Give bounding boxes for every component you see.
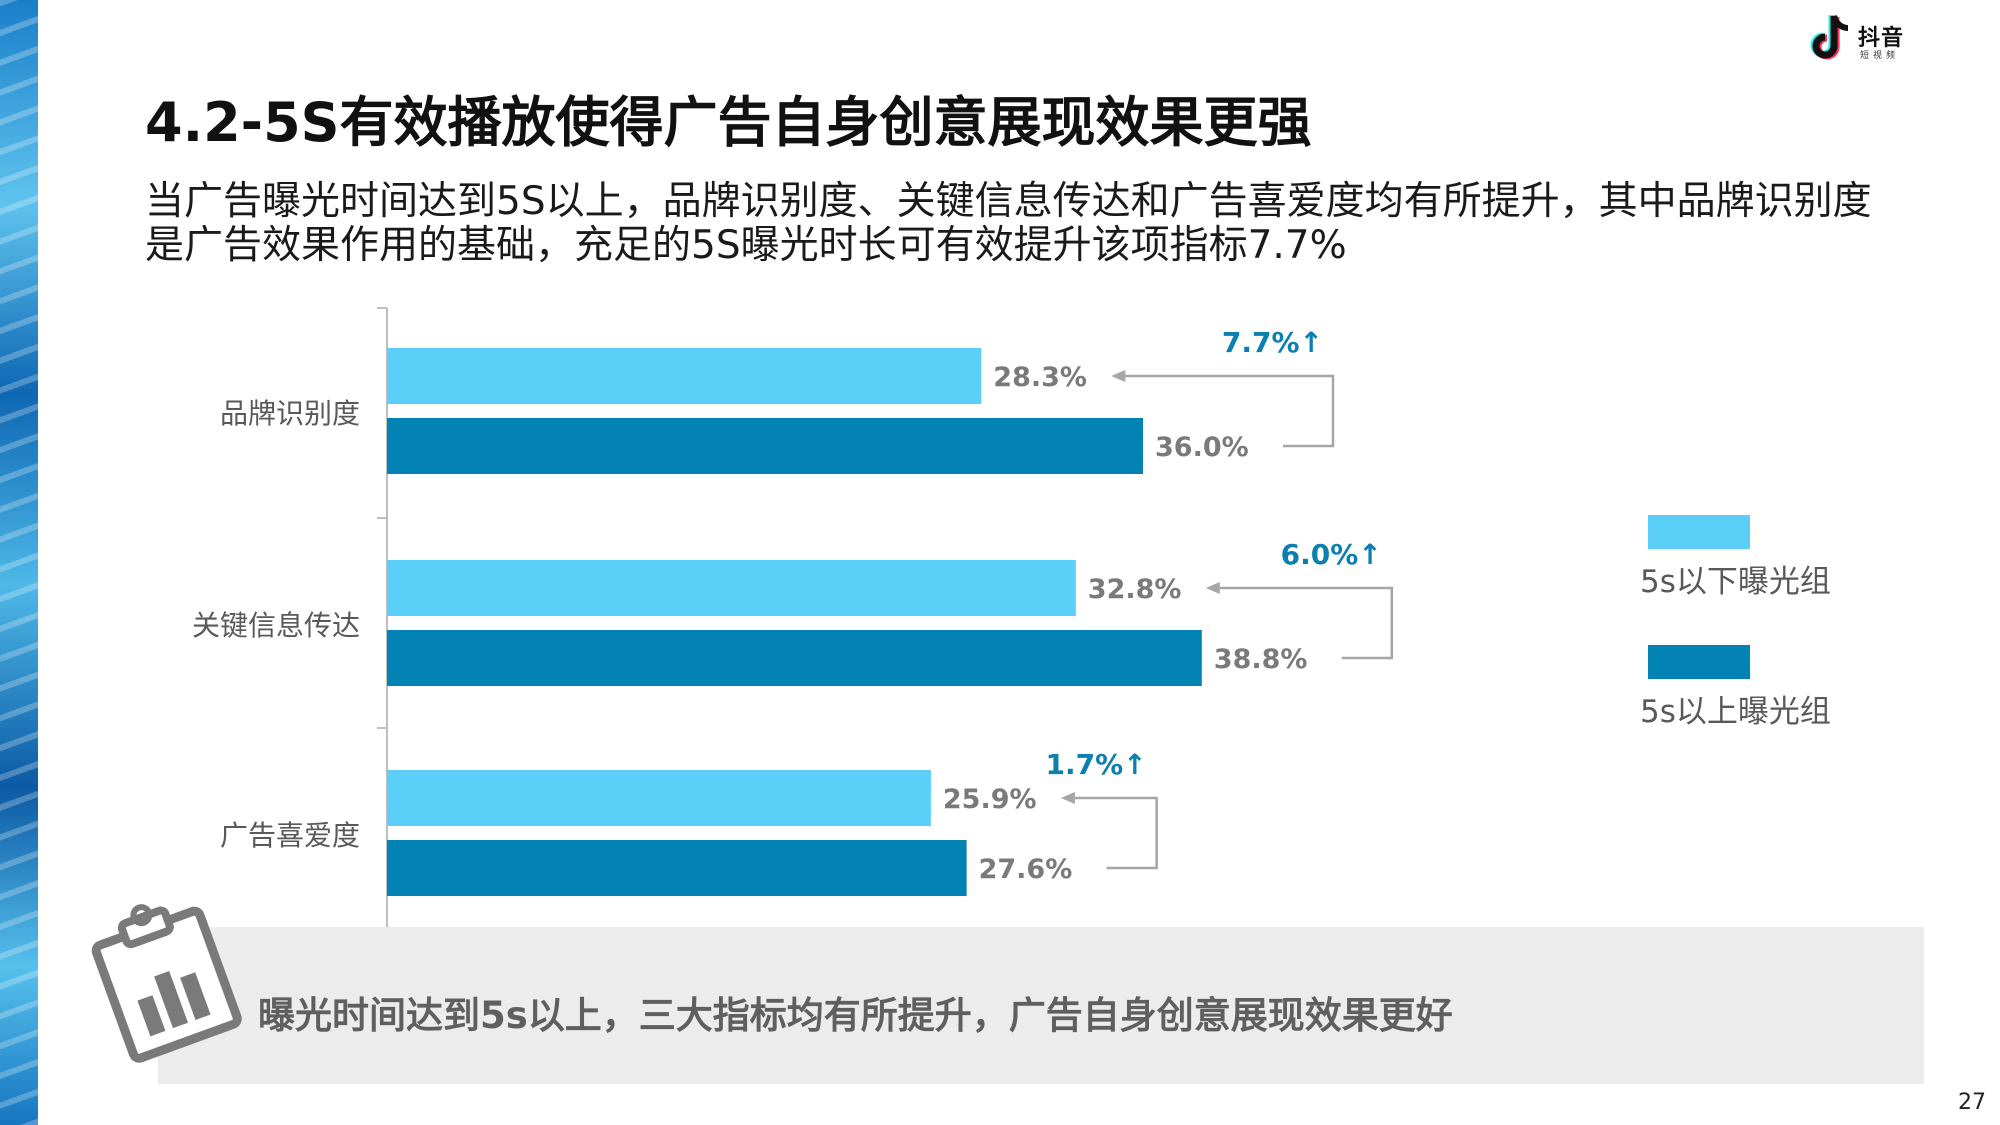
data-label: 25.9% xyxy=(943,784,1037,815)
legend-label: 5s以上曝光组 xyxy=(1640,694,1831,730)
uplift-arrowhead xyxy=(1205,582,1220,594)
uplift-bracket xyxy=(1125,374,1335,448)
bar xyxy=(387,560,1076,616)
category-label: 品牌识别度 xyxy=(220,397,360,430)
bar xyxy=(387,348,982,404)
category-label: 广告喜爱度 xyxy=(220,819,360,852)
uplift-label: 7.7%↑ xyxy=(1222,326,1323,359)
bar-chart: 品牌识别度 28.3% 36.0% 7.7%↑ 关键信息传达 32.8% 38.8% 6.0%… xyxy=(192,307,1831,930)
douyin-logo: 抖音 短视频 xyxy=(1808,12,1918,67)
bar xyxy=(387,770,931,826)
uplift-bracket xyxy=(1219,586,1394,660)
legend-swatch xyxy=(1648,515,1750,549)
page-number: 27 xyxy=(1958,1090,1986,1115)
summary-box xyxy=(158,927,1924,1084)
page-title: 4.2-5S有效播放使得广告自身创意展现效果更强 xyxy=(145,91,1312,154)
summary-text: 曝光时间达到5s以上，三大指标均有所提升，广告自身创意展现效果更好 xyxy=(258,994,1453,1037)
data-label: 38.8% xyxy=(1214,644,1308,675)
logo-subtitle: 短视频 xyxy=(1860,51,1900,61)
bar xyxy=(387,630,1202,686)
clipboard-chart-icon xyxy=(91,904,242,1063)
legend-swatch xyxy=(1648,645,1750,679)
uplift-arrowhead xyxy=(1111,370,1126,382)
category-label: 关键信息传达 xyxy=(192,609,360,642)
legend-label: 5s以下曝光组 xyxy=(1640,564,1831,600)
uplift-label: 1.7%↑ xyxy=(1045,748,1146,781)
uplift-label: 6.0%↑ xyxy=(1281,538,1382,571)
page-subtitle: 当广告曝光时间达到5S以上，品牌识别度、关键信息传达和广告喜爱度均有所提升，其中… xyxy=(145,179,1872,268)
logo-name: 抖音 xyxy=(1858,26,1905,51)
bar xyxy=(387,840,967,896)
data-label: 36.0% xyxy=(1155,432,1249,463)
uplift-arrowhead xyxy=(1060,792,1075,804)
data-label: 27.6% xyxy=(979,854,1073,885)
data-label: 28.3% xyxy=(993,362,1087,393)
data-label: 32.8% xyxy=(1088,574,1182,605)
douyin-note-icon xyxy=(1810,15,1849,60)
decorative-side-strip xyxy=(0,0,38,1125)
uplift-bracket xyxy=(1074,796,1158,870)
bar xyxy=(387,418,1143,474)
